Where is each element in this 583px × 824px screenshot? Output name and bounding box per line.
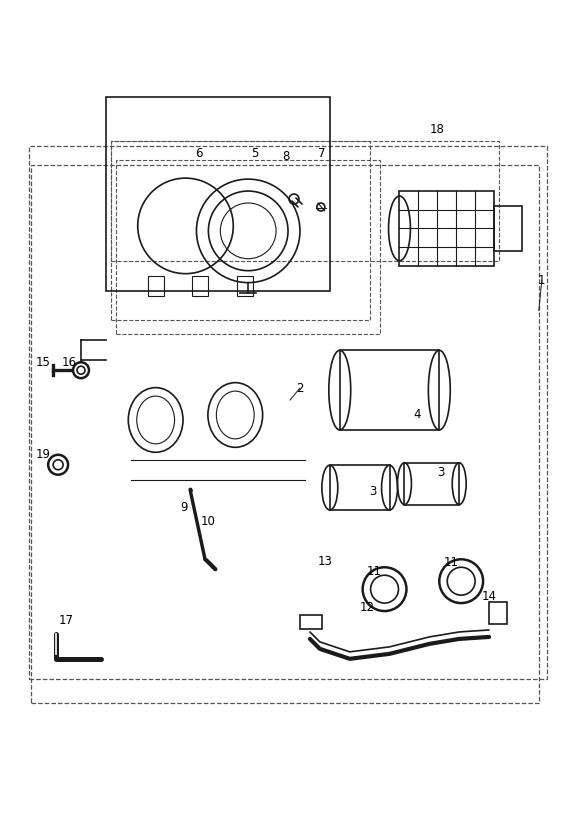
Text: 17: 17 (58, 615, 73, 628)
Bar (192, 276, 208, 296)
Text: 1: 1 (538, 274, 546, 287)
Bar (330, 465, 389, 509)
Bar (489, 602, 507, 624)
Text: 15: 15 (36, 356, 51, 368)
Text: 13: 13 (317, 555, 332, 568)
Bar (111, 141, 370, 321)
Bar (300, 615, 322, 629)
Text: 11: 11 (444, 555, 459, 569)
Text: 14: 14 (482, 590, 497, 602)
Bar (116, 160, 380, 335)
Bar (494, 206, 522, 250)
Text: 5: 5 (251, 147, 259, 160)
Bar (399, 191, 494, 265)
Bar (237, 276, 253, 296)
Bar (405, 463, 459, 504)
Bar (340, 350, 440, 430)
Text: 6: 6 (195, 147, 202, 160)
Text: 2: 2 (296, 382, 304, 395)
Text: 3: 3 (438, 466, 445, 480)
Text: 19: 19 (36, 448, 51, 461)
Text: 18: 18 (430, 123, 445, 136)
Text: 4: 4 (414, 409, 421, 422)
Text: 7: 7 (318, 147, 325, 160)
Text: 11: 11 (367, 564, 382, 578)
Bar (31, 165, 539, 703)
Text: 12: 12 (360, 601, 375, 614)
Text: 9: 9 (180, 501, 187, 514)
Bar (147, 276, 164, 296)
Text: 8: 8 (282, 150, 290, 162)
Bar (29, 147, 547, 679)
Bar (106, 96, 330, 291)
Text: 10: 10 (201, 515, 216, 528)
Bar (111, 141, 499, 260)
Text: 16: 16 (62, 356, 76, 368)
Text: 3: 3 (369, 485, 376, 499)
